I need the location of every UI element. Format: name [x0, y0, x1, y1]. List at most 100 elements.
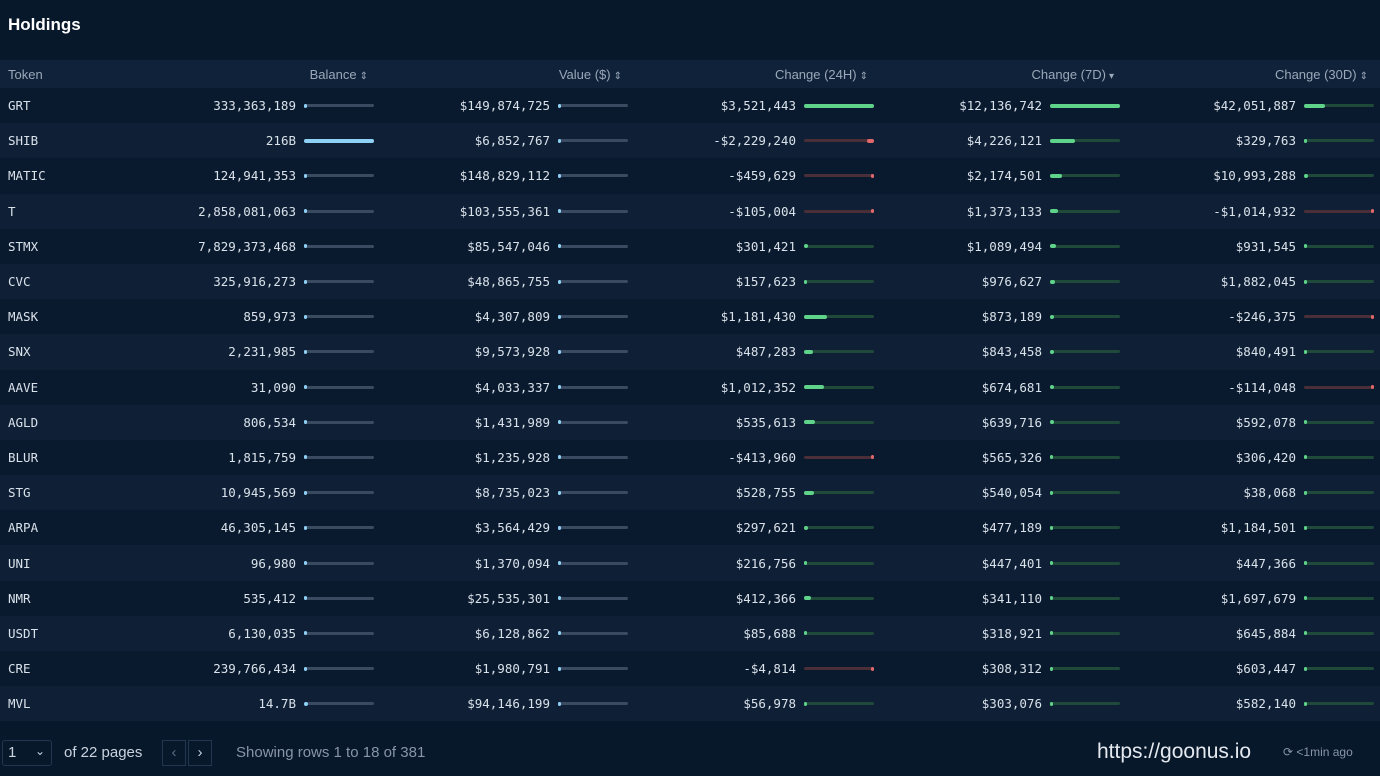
value-bar	[558, 279, 628, 284]
table-row[interactable]: STMX 7,829,373,468 $85,547,046 $301,421 $1,0…	[0, 228, 1380, 264]
balance-value: 10,945,569	[220, 485, 296, 501]
c7-value: $674,681	[981, 379, 1042, 395]
value-bar-fill	[558, 209, 561, 214]
balance-value: 124,941,353	[213, 168, 296, 184]
table-row[interactable]: SNX 2,231,985 $9,573,928 $487,283 $843,458 $8…	[0, 334, 1380, 370]
column-header[interactable]: Change (30D) ⇕	[1126, 60, 1380, 88]
rows-info: Showing rows 1 to 18 of 381	[236, 744, 426, 761]
c30-bar	[1304, 701, 1374, 706]
table-row[interactable]: CRE 239,766,434 $1,980,791 -$4,814 $308,312 $…	[0, 651, 1380, 687]
sort-icon[interactable]: ⇕	[359, 70, 368, 82]
value-bar-fill	[558, 385, 561, 390]
c30-cell: $1,882,045	[1126, 263, 1380, 300]
balance-bar	[304, 596, 374, 601]
table-row[interactable]: T 2,858,081,063 $103,555,361 -$105,004 $1,37…	[0, 193, 1380, 229]
next-page-button[interactable]: ›	[188, 740, 212, 766]
table-row[interactable]: NMR 535,412 $25,535,301 $412,366 $341,110 $1,…	[0, 580, 1380, 616]
c7-bar-fill	[1050, 561, 1053, 566]
balance-value: 6,130,035	[228, 625, 296, 641]
value-cell: $1,370,094	[380, 545, 634, 581]
c30-bar	[1304, 349, 1374, 354]
c24-bar	[804, 385, 874, 390]
c7-bar	[1050, 631, 1120, 636]
c30-value: -$246,375	[1228, 309, 1296, 325]
column-header[interactable]: Change (24H) ⇕	[634, 60, 880, 88]
sort-icon[interactable]: ▾	[1108, 70, 1114, 82]
c24-value: $528,755	[735, 485, 796, 501]
c7-bar	[1050, 314, 1120, 319]
table-row[interactable]: SHIB 216B $6,852,767 -$2,229,240 $4,226,121 $…	[0, 123, 1380, 159]
table-row[interactable]: AGLD 806,534 $1,431,989 $535,613 $639,716 $59…	[0, 404, 1380, 440]
c7-value: $447,401	[981, 555, 1042, 571]
c30-bar-fill	[1304, 666, 1307, 671]
c30-value: -$1,014,932	[1213, 203, 1296, 219]
c30-value: $42,051,887	[1213, 98, 1296, 114]
balance-bar	[304, 385, 374, 390]
table-row[interactable]: MASK 859,973 $4,307,809 $1,181,430 $873,189 -…	[0, 299, 1380, 335]
balance-value: 31,090	[250, 379, 296, 395]
value-cell: $94,146,199	[380, 686, 634, 722]
c24-bar	[804, 314, 874, 319]
value-bar	[558, 561, 628, 566]
prev-page-button[interactable]: ‹	[162, 740, 186, 766]
balance-bar	[304, 103, 374, 108]
value-value: $8,735,023	[474, 485, 550, 501]
c24-bar	[804, 631, 874, 636]
c7-bar	[1050, 490, 1120, 495]
table-row[interactable]: USDT 6,130,035 $6,128,862 $85,688 $318,921 $6…	[0, 615, 1380, 651]
sort-icon[interactable]: ⇕	[859, 70, 868, 82]
c30-bar	[1304, 279, 1374, 284]
page-select[interactable]: 1 ⌄	[2, 740, 52, 766]
c24-cell: $412,366	[634, 580, 880, 616]
table-row[interactable]: MVL 14.7B $94,146,199 $56,978 $303,076 $582,1…	[0, 686, 1380, 722]
table-row[interactable]: MATIC 124,941,353 $148,829,112 -$459,629 $2,…	[0, 158, 1380, 194]
c30-value: $1,882,045	[1220, 274, 1296, 290]
c7-cell: $674,681	[880, 369, 1126, 405]
c30-bar-fill	[1304, 420, 1307, 425]
value-bar	[558, 385, 628, 390]
balance-bar	[304, 244, 374, 249]
balance-bar	[304, 701, 374, 706]
value-bar	[558, 596, 628, 601]
table-row[interactable]: CVC 325,916,273 $48,865,755 $157,623 $976,62…	[0, 263, 1380, 300]
c7-bar	[1050, 209, 1120, 214]
value-cell: $1,980,791	[380, 651, 634, 687]
balance-value: 859,973	[243, 309, 296, 325]
c30-value: $645,884	[1235, 625, 1296, 641]
table-row[interactable]: AAVE 31,090 $4,033,337 $1,012,352 $674,681 -$…	[0, 369, 1380, 405]
c7-bar	[1050, 561, 1120, 566]
column-header[interactable]: Balance ⇕	[160, 60, 380, 88]
table-row[interactable]: UNI 96,980 $1,370,094 $216,756 $447,401 $447,…	[0, 545, 1380, 581]
c24-bar	[804, 349, 874, 354]
c30-cell: -$114,048	[1126, 369, 1380, 405]
token-cell: CVC	[0, 263, 160, 300]
chevron-down-icon: ⌄	[34, 744, 45, 758]
value-cell: $1,235,928	[380, 439, 634, 476]
column-header[interactable]: Value ($) ⇕	[380, 60, 634, 88]
table-row[interactable]: GRT 333,363,189 $149,874,725 $3,521,443 $12,…	[0, 88, 1380, 124]
balance-bar-fill	[304, 279, 307, 284]
c30-value: $1,697,679	[1220, 590, 1296, 606]
refresh-icon[interactable]: ⟳	[1283, 745, 1294, 759]
c30-value: $447,366	[1235, 555, 1296, 571]
table-row[interactable]: ARPA 46,305,145 $3,564,429 $297,621 $477,189…	[0, 510, 1380, 546]
column-header[interactable]: Token	[0, 60, 160, 88]
value-cell: $85,547,046	[380, 228, 634, 264]
sort-icon[interactable]: ⇕	[613, 70, 622, 82]
c30-cell: $645,884	[1126, 615, 1380, 651]
c24-bar	[804, 455, 874, 460]
value-value: $6,128,862	[474, 625, 550, 641]
token-cell: GRT	[0, 88, 160, 124]
value-bar-fill	[558, 314, 561, 319]
table-row[interactable]: STG 10,945,569 $8,735,023 $528,755 $540,054 $…	[0, 475, 1380, 511]
sort-icon[interactable]: ⇕	[1359, 70, 1368, 82]
table-row[interactable]: BLUR 1,815,759 $1,235,928 -$413,960 $565,326…	[0, 439, 1380, 476]
c7-bar-fill	[1050, 631, 1053, 636]
balance-bar-fill	[304, 385, 307, 390]
column-header[interactable]: Change (7D) ▾	[880, 60, 1126, 88]
value-cell: $3,564,429	[380, 510, 634, 546]
balance-value: 7,829,373,468	[198, 238, 296, 254]
c7-bar	[1050, 103, 1120, 108]
value-bar-fill	[558, 701, 561, 706]
balance-cell: 859,973	[160, 299, 380, 335]
